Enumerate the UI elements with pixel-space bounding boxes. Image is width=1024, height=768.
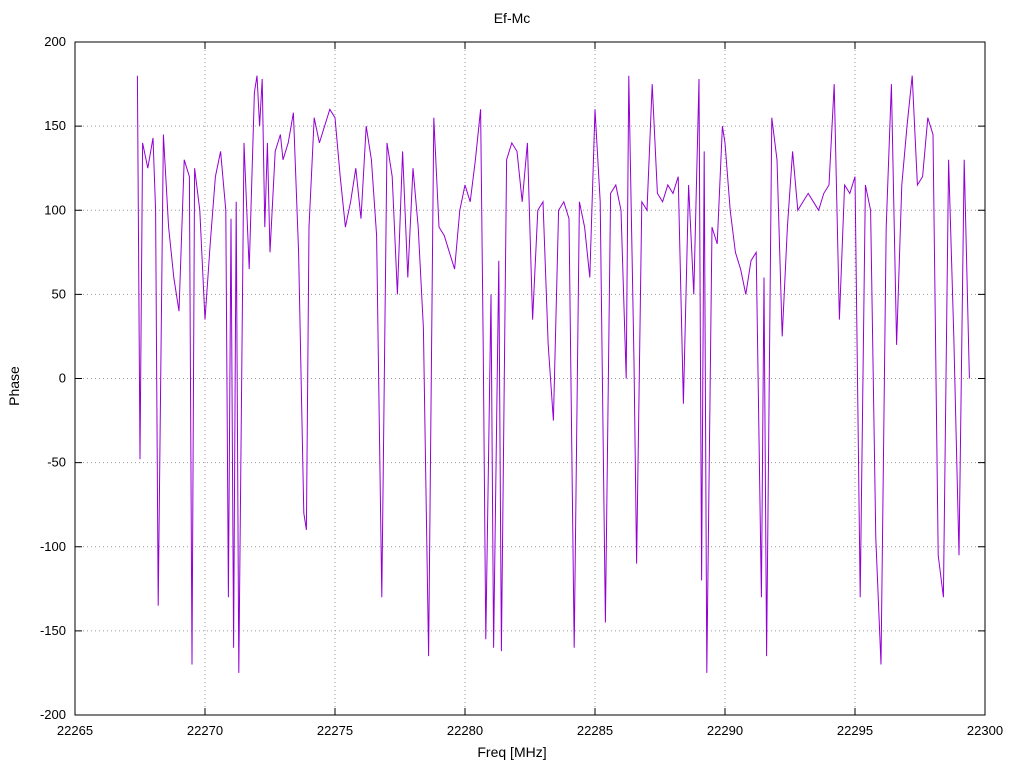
phase-line bbox=[136, 75, 970, 673]
x-tick-label: 22280 bbox=[447, 723, 483, 738]
chart-title: Ef-Mc bbox=[493, 10, 531, 26]
x-tick-label: 22265 bbox=[57, 723, 93, 738]
y-tick-label: 150 bbox=[44, 118, 66, 133]
y-tick-label: 50 bbox=[52, 286, 66, 301]
y-tick-label: -50 bbox=[47, 455, 66, 470]
y-tick-label: -100 bbox=[40, 539, 66, 554]
x-axis-label: Freq [MHz] bbox=[477, 744, 547, 760]
x-tick-label: 22295 bbox=[837, 723, 873, 738]
y-tick-label: -200 bbox=[40, 707, 66, 722]
x-tick-label: 22300 bbox=[967, 723, 1003, 738]
x-tick-label: 22270 bbox=[187, 723, 223, 738]
x-tick-label: 22275 bbox=[317, 723, 353, 738]
y-tick-label: 200 bbox=[44, 34, 66, 49]
x-tick-label: 22290 bbox=[707, 723, 743, 738]
y-tick-label: 100 bbox=[44, 202, 66, 217]
y-tick-label: -150 bbox=[40, 623, 66, 638]
y-tick-label: 0 bbox=[59, 371, 66, 386]
x-tick-label: 22285 bbox=[577, 723, 613, 738]
plot-border bbox=[74, 41, 986, 716]
